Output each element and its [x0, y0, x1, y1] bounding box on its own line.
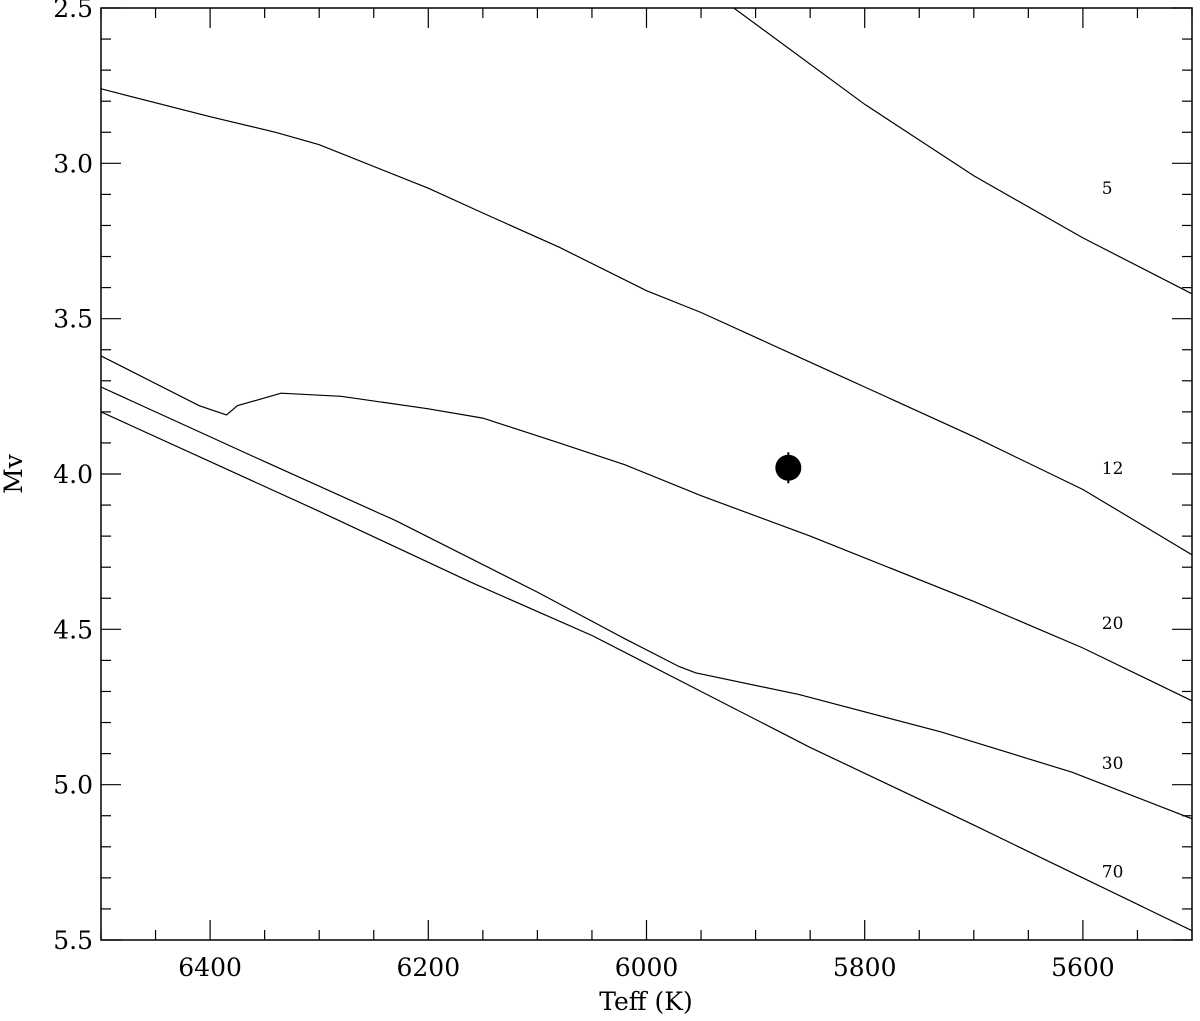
curve-label-12: 12 [1102, 459, 1124, 479]
data-point-layer [775, 452, 802, 484]
isochrone-30 [101, 386, 1192, 820]
data-point [775, 454, 802, 481]
isochrone-70 [101, 411, 1192, 932]
isochrone-20 [101, 355, 1192, 702]
y-axis-title: Mv [0, 453, 28, 494]
x-axis-title: Teff (K) [599, 987, 692, 1016]
ticks-layer [100, 7, 1193, 941]
curve-label-5: 5 [1102, 179, 1113, 199]
x-tick-label: 6200 [396, 953, 460, 982]
curves-layer [101, 8, 1192, 932]
curve-label-20: 20 [1102, 614, 1124, 634]
curve-label-70: 70 [1102, 863, 1124, 883]
y-tick-label: 3.0 [53, 149, 93, 178]
y-tick-label: 5.5 [53, 926, 93, 955]
isochrone-5 [733, 8, 1192, 295]
x-tick-label: 5800 [833, 953, 897, 982]
curve-label-30: 30 [1102, 754, 1124, 774]
y-tick-label: 3.5 [53, 305, 93, 334]
curve-labels-layer: 5 12 20 30 70 [1102, 179, 1124, 882]
isochrone-12 [101, 88, 1192, 556]
x-tick-label: 5600 [1051, 953, 1115, 982]
tick-labels-layer: 6400 6200 6000 5800 5600 2.5 3.0 3.5 4.0 4.5 5.0 5.… [53, 0, 1114, 982]
y-tick-label: 2.5 [53, 0, 93, 23]
x-tick-label: 6000 [615, 953, 679, 982]
x-tick-label: 6400 [178, 953, 242, 982]
y-tick-label: 4.5 [53, 615, 93, 644]
y-tick-label: 4.0 [53, 460, 93, 489]
y-tick-label: 5.0 [53, 771, 93, 800]
